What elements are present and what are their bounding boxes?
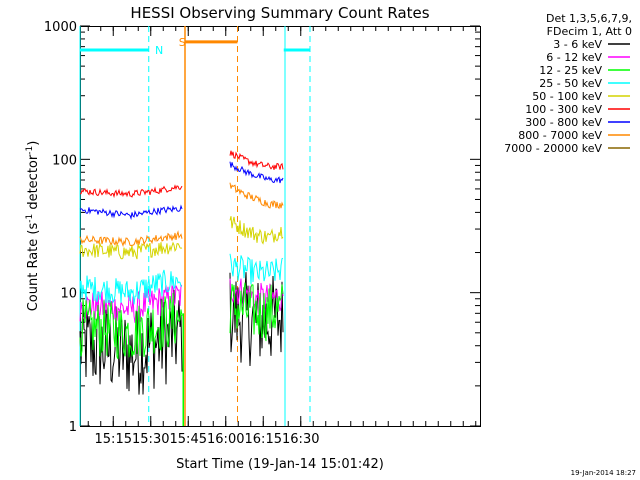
y-tick-label: 1 — [69, 420, 77, 435]
legend-entry-label: 25 - 50 keV — [539, 77, 602, 90]
series-line — [79, 204, 183, 221]
y-tick-label: 1000 — [44, 20, 77, 35]
series-line — [79, 269, 183, 305]
x-axis-label: Start Time (19-Jan-14 15:01:42) — [176, 457, 384, 472]
series-line — [79, 184, 183, 199]
plot-frame — [80, 26, 481, 427]
series-line — [229, 216, 284, 245]
x-axis: 15:15 15:30 15:45 16:00 16:15 16:30 — [87, 26, 477, 447]
y-axis-label-main: Count Rate (s — [26, 223, 41, 312]
x-tick-label: 15:30 — [132, 432, 169, 447]
series-line — [229, 253, 284, 285]
legend-entry-label: 12 - 25 keV — [539, 64, 602, 77]
legend-entry-label: 800 - 7000 keV — [518, 129, 602, 142]
x-tick-label: 15:15 — [95, 432, 132, 447]
series-line — [229, 150, 284, 170]
series-line — [79, 284, 182, 324]
series-line — [79, 292, 183, 360]
series-line — [229, 182, 284, 210]
series-line — [79, 241, 183, 260]
legend-entry-label: 50 - 100 keV — [532, 90, 602, 103]
chart-title: HESSI Observing Summary Count Rates — [130, 4, 429, 22]
y-axis-label-end: ) — [26, 141, 41, 146]
x-tick-label: 16:30 — [282, 432, 319, 447]
y-tick-label: 10 — [60, 287, 77, 302]
legend-entry-label: 7000 - 20000 keV — [504, 142, 602, 155]
legend-header: FDecim 1, Att 0 — [547, 25, 632, 38]
x-tick-label: 16:15 — [245, 432, 282, 447]
y-axis: 1 10 100 1000 — [44, 20, 480, 435]
legend-entry-label: 100 - 300 keV — [525, 103, 602, 116]
y-axis-label: Count Rate (s-1 detector-1) — [25, 141, 41, 312]
y-axis-label-sup1: -1 — [25, 214, 35, 223]
y-tick-label: 100 — [52, 153, 77, 168]
flag-lines: NS — [79, 26, 311, 426]
series-lines — [79, 26, 284, 426]
x-tick-label: 16:00 — [207, 432, 244, 447]
y-axis-label-sup2: -1 — [25, 146, 35, 155]
flag-label: S — [179, 36, 186, 49]
series-line — [229, 278, 284, 314]
x-tick-label: 15:45 — [170, 432, 207, 447]
legend-entry-label: 300 - 800 keV — [525, 116, 602, 129]
legend-entry-label: 3 - 6 keV — [553, 38, 602, 51]
legend: Det 1,3,5,6,7,9,FDecim 1, Att 03 - 6 keV… — [504, 12, 632, 155]
series-line — [229, 161, 284, 184]
series-line — [79, 230, 183, 248]
series-line — [229, 282, 284, 342]
y-axis-label-mid: detector — [26, 154, 41, 214]
legend-entry-label: 6 - 12 keV — [546, 51, 602, 64]
legend-header: Det 1,3,5,6,7,9, — [546, 12, 632, 25]
flag-label: N — [155, 44, 163, 57]
timestamp: 19-Jan-2014 18:27 — [571, 469, 636, 477]
